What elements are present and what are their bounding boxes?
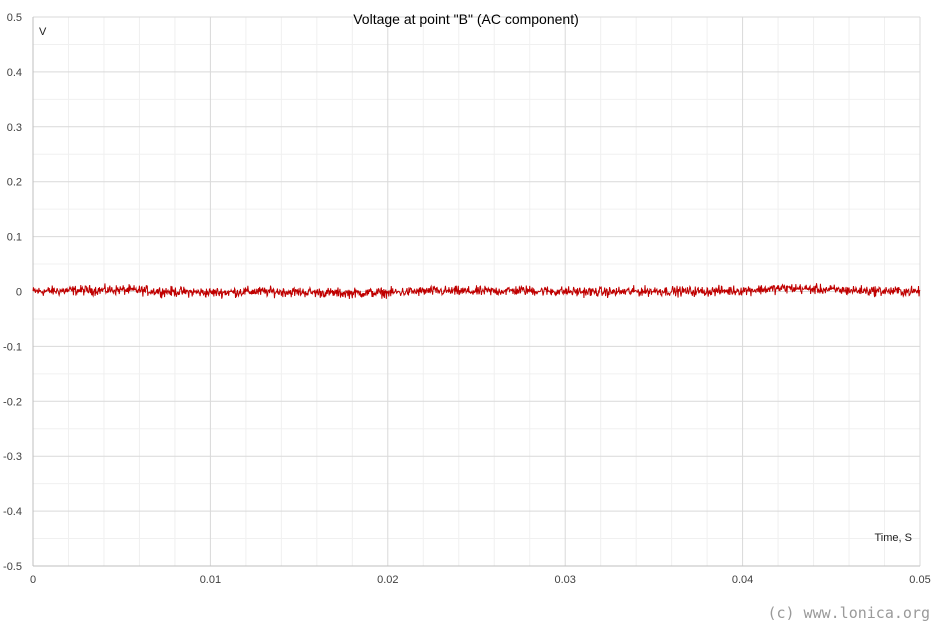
chart-title: Voltage at point "B" (AC component) [353,11,579,27]
x-tick-labels: 0 0.01 0.02 0.03 0.04 0.05 [30,574,931,586]
x-axis-unit: Time, S [875,532,913,544]
y-axis-unit: V [39,26,47,38]
y-tick-label: 0 [16,287,22,299]
y-tick-label: 0.2 [7,177,22,189]
axis-lines [32,17,920,567]
x-tick-label: 0 [30,574,36,586]
watermark: (c) www.lonica.org [767,604,930,622]
series-line [32,283,921,300]
y-tick-label: 0.4 [7,67,22,79]
x-tick-label: 0.02 [377,574,398,586]
series-layer [32,283,921,300]
y-tick-label: 0.3 [7,122,22,134]
x-tick-label: 0.05 [909,574,930,586]
y-tick-label: 0.1 [7,232,22,244]
y-tick-label: -0.3 [3,451,22,463]
x-tick-label: 0.03 [554,574,575,586]
y-tick-label: -0.1 [3,341,22,353]
y-tick-labels: 0.5 0.4 0.3 0.2 0.1 0 -0.1 -0.2 -0.3 -0.4 -0.5 [3,12,22,573]
y-tick-label: -0.4 [3,506,22,518]
y-tick-label: -0.5 [3,561,22,573]
y-tick-label: -0.2 [3,396,22,408]
x-tick-label: 0.04 [732,574,753,586]
x-tick-label: 0.01 [200,574,221,586]
y-tick-label: 0.5 [7,12,22,24]
